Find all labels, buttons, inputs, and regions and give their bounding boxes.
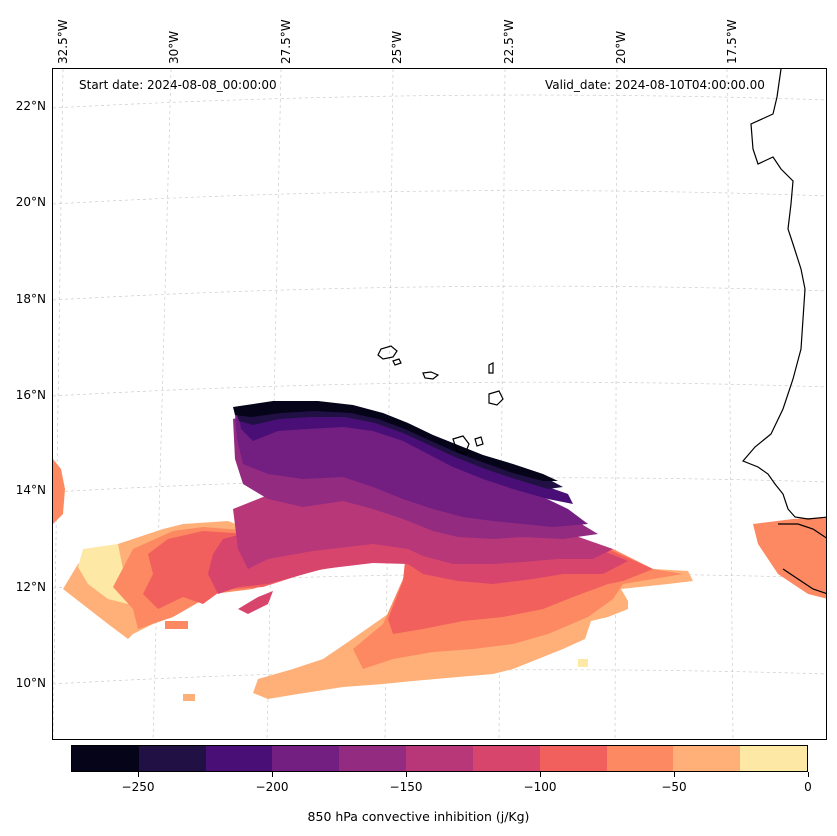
colorbar-tick bbox=[137, 772, 139, 777]
cin-field bbox=[53, 401, 826, 701]
latitude-label: 10°N bbox=[15, 676, 46, 690]
cape-verde-fogo bbox=[474, 436, 484, 447]
meridian-32-5w bbox=[53, 69, 64, 739]
longitude-label: 27.5°W bbox=[279, 19, 293, 64]
parallel-14n bbox=[53, 477, 826, 493]
parallel-22n bbox=[53, 94, 826, 109]
colorbar-segment bbox=[406, 746, 473, 771]
colorbar-segment bbox=[205, 746, 273, 771]
meridian-20w bbox=[614, 69, 618, 739]
contour-specks-1 bbox=[238, 591, 273, 614]
cape-verde-santiago bbox=[452, 435, 470, 455]
colorbar-tick-label: −250 bbox=[121, 780, 155, 794]
cape-verde-sao-nicolau bbox=[422, 371, 440, 380]
colorbar-segment bbox=[606, 746, 674, 771]
longitude-label: 30°W bbox=[167, 30, 181, 64]
colorbar-tick bbox=[271, 772, 273, 777]
contour-specks-3 bbox=[183, 694, 195, 701]
colorbar-title: 850 hPa convective inhibition (j/Kg) bbox=[307, 809, 530, 824]
colorbar-tick-label: −100 bbox=[523, 780, 557, 794]
colorbar-segment bbox=[472, 746, 540, 771]
africa-coastline bbox=[741, 69, 826, 520]
guinea-bissau-coast bbox=[782, 568, 826, 594]
colorbar-segment bbox=[740, 746, 807, 771]
cape-verde-boa-vista bbox=[488, 390, 504, 406]
longitude-label: 22.5°W bbox=[502, 19, 516, 64]
contour-level-3 bbox=[238, 405, 573, 504]
latitude-label: 16°N bbox=[15, 388, 46, 402]
colorbar-segment bbox=[339, 746, 407, 771]
latitude-label: 12°N bbox=[15, 580, 46, 594]
colorbar-tick-label: −50 bbox=[661, 780, 687, 794]
colorbar-tick bbox=[807, 772, 809, 777]
parallel-18n bbox=[53, 285, 826, 301]
meridian-30w bbox=[152, 69, 172, 739]
cape-verde-santo-antao bbox=[377, 345, 398, 360]
colorbar-tick-label: 0 bbox=[804, 780, 812, 794]
colorbar-tick bbox=[539, 772, 541, 777]
latitude-label: 22°N bbox=[15, 99, 46, 113]
colorbar-segment bbox=[72, 746, 139, 771]
colorbar-segment bbox=[138, 746, 206, 771]
map-panel bbox=[52, 68, 827, 740]
cape-verde-sao-vicente bbox=[392, 358, 402, 366]
contour-level-1 bbox=[233, 401, 558, 481]
colorbar-segment bbox=[272, 746, 340, 771]
contour-specks-4 bbox=[578, 659, 588, 667]
latitude-label: 20°N bbox=[15, 195, 46, 209]
latitude-label: 14°N bbox=[15, 483, 46, 497]
parallel-16n bbox=[53, 381, 826, 397]
colorbar-tick bbox=[405, 772, 407, 777]
valid-date-label: Valid_date: 2024-08-10T04:00:00.00 bbox=[545, 78, 765, 92]
parallel-20n bbox=[53, 190, 826, 205]
contour-level-4 bbox=[235, 407, 588, 527]
coastlines bbox=[377, 69, 826, 594]
colorbar bbox=[71, 745, 808, 772]
longitude-label: 32.5°W bbox=[56, 19, 70, 64]
cin-map bbox=[53, 69, 826, 739]
longitude-label: 17.5°W bbox=[725, 19, 739, 64]
colorbar-tick-label: −200 bbox=[255, 780, 289, 794]
colorbar-tick bbox=[673, 772, 675, 777]
contour-left-edge bbox=[53, 459, 65, 524]
longitude-label: 25°W bbox=[390, 30, 404, 64]
colorbar-tick-label: −150 bbox=[389, 780, 423, 794]
cape-verde-sal bbox=[488, 362, 494, 374]
longitude-label: 20°W bbox=[614, 30, 628, 64]
colorbar-segment bbox=[673, 746, 741, 771]
contour-east-coast bbox=[753, 517, 826, 599]
meridian-17-5w bbox=[726, 69, 734, 739]
start-date-label: Start date: 2024-08-08_00:00:00 bbox=[79, 78, 277, 92]
gambia-coast bbox=[778, 523, 826, 539]
parallel-10n bbox=[53, 669, 826, 685]
latitude-label: 18°N bbox=[15, 292, 46, 306]
colorbar-segment bbox=[539, 746, 607, 771]
contour-specks-2 bbox=[165, 621, 188, 629]
